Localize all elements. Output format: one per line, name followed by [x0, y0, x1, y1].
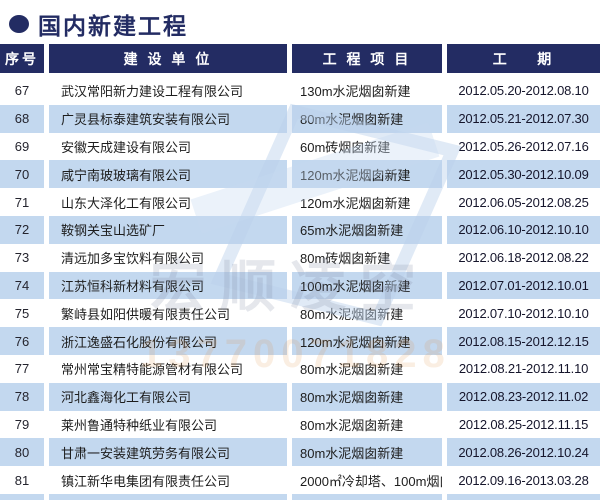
cell-period: 2012.08.21-2012.11.10	[458, 361, 589, 377]
cell-no: 76	[0, 327, 44, 355]
cell-period: 2012.06.18-2012.08.22	[458, 250, 589, 266]
table-row: 76 浙江逸盛石化股份有限公司 120m水泥烟囱新建 2012.08.15-2012.…	[0, 327, 600, 355]
cell-company: 山东大泽化工有限公司	[61, 195, 192, 211]
cell-no: 73	[14, 250, 30, 266]
cell-project: 120m水泥烟囱新建	[292, 160, 442, 189]
table-row: 69 安徽天成建设有限公司 60m砖烟囱新建 2012.05.26-2012.07.1…	[0, 133, 600, 161]
cell-no: 80	[0, 438, 44, 467]
cell-period: 2012.08.25-2012.11.15	[458, 416, 589, 432]
cell-period: 2012.08.15-2012.12.15	[447, 327, 600, 355]
cell-company	[49, 493, 287, 500]
page-title: 国内新建工程	[38, 13, 188, 39]
table-row: 79 莱州鲁通特种纸业有限公司 80m水泥烟囱新建 2012.08.25-2012.1…	[0, 411, 600, 439]
cell-period: 2012.08.26-2012.10.24	[447, 438, 600, 467]
cell-period: 2012.06.05-2012.08.25	[458, 194, 589, 210]
cell-no: 75	[14, 305, 30, 321]
table-row: 70 咸宁南玻玻璃有限公司 120m水泥烟囱新建 2012.05.30-2012.10…	[0, 160, 600, 189]
cell-no: 74	[0, 271, 44, 300]
cell-company: 莱州鲁通特种纸业有限公司	[61, 417, 218, 433]
cell-no: 69	[14, 138, 30, 154]
cell-project: 80m水泥烟囱新建	[300, 306, 404, 322]
cell-period: 2012.09.16-2013.03.28	[458, 472, 589, 488]
partial-next-row	[0, 493, 600, 500]
cell-no: 81	[14, 472, 30, 488]
header-col-company: 建 设 单 位	[49, 44, 287, 73]
cell-company: 河北鑫海化工有限公司	[49, 382, 287, 411]
cell-no: 78	[0, 382, 44, 411]
cell-project: 120m水泥烟囱新建	[292, 327, 442, 355]
cell-no	[0, 493, 44, 500]
cell-no: 72	[0, 215, 44, 244]
cell-company: 鞍钢关宝山选矿厂	[49, 215, 287, 244]
cell-period: 2012.05.21-2012.07.30	[447, 104, 600, 133]
cell-period: 2012.06.10-2012.10.10	[447, 215, 600, 244]
cell-no: 70	[0, 160, 44, 189]
cell-no: 77	[14, 361, 30, 377]
table-header-row: 序号 建 设 单 位 工 程 项 目 工 期	[0, 44, 600, 73]
cell-no: 68	[0, 104, 44, 133]
page-title-bar: 国内新建工程	[9, 7, 188, 41]
cell-project: 65m水泥烟囱新建	[292, 215, 442, 244]
cell-company: 浙江逸盛石化股份有限公司	[49, 327, 287, 355]
table-row: 73 清远加多宝饮料有限公司 80m砖烟囱新建 2012.06.18-2012.08.…	[0, 244, 600, 272]
header-col-number: 序号	[0, 44, 44, 73]
cell-company: 武汉常阳新力建设工程有限公司	[61, 84, 244, 100]
table-row: 71 山东大泽化工有限公司 120m水泥烟囱新建 2012.06.05-2012.08…	[0, 188, 600, 216]
projects-table: 序号 建 设 单 位 工 程 项 目 工 期 67 武汉常阳新力建设工程有限公司 1…	[0, 44, 600, 500]
table-body: 67 武汉常阳新力建设工程有限公司 130m水泥烟囱新建 2012.05.20-201…	[0, 77, 600, 494]
table-row: 74 江苏恒科新材料有限公司 100m水泥烟囱新建 2012.07.01-2012.1…	[0, 271, 600, 300]
cell-company: 广灵县标泰建筑安装有限公司	[49, 104, 287, 133]
cell-period: 2012.08.23-2012.11.02	[447, 382, 600, 411]
cell-project: 80m砖烟囱新建	[300, 251, 391, 267]
cell-project: 130m水泥烟囱新建	[300, 84, 411, 100]
table-row: 81 镇江新华电集团有限责任公司 2000㎡冷却塔、100m烟囱新建 2012.09.…	[0, 466, 600, 494]
cell-project: 80m水泥烟囱新建	[292, 438, 442, 467]
cell-company: 常州常宝精特能源管材有限公司	[61, 362, 244, 378]
cell-project: 2000㎡冷却塔、100m烟囱新建	[300, 473, 442, 489]
cell-company: 安徽天成建设有限公司	[61, 139, 192, 155]
header-col-period: 工 期	[447, 44, 600, 73]
cell-no: 71	[14, 194, 30, 210]
table-row: 78 河北鑫海化工有限公司 80m水泥烟囱新建 2012.08.23-2012.11.…	[0, 382, 600, 411]
cell-period: 2012.05.20-2012.08.10	[458, 83, 589, 99]
cell-company: 甘肃一安装建筑劳务有限公司	[49, 438, 287, 467]
cell-company: 江苏恒科新材料有限公司	[49, 271, 287, 300]
cell-period: 2012.07.10-2012.10.10	[458, 305, 589, 321]
cell-company: 镇江新华电集团有限责任公司	[61, 473, 231, 489]
cell-company: 咸宁南玻玻璃有限公司	[49, 160, 287, 189]
table-row: 68 广灵县标泰建筑安装有限公司 80m水泥烟囱新建 2012.05.21-2012.…	[0, 104, 600, 133]
cell-no: 67	[14, 83, 30, 99]
cell-period: 2012.05.26-2012.07.16	[458, 138, 589, 154]
header-col-project: 工 程 项 目	[292, 44, 442, 73]
cell-period	[447, 493, 600, 500]
cell-project: 80m水泥烟囱新建	[292, 382, 442, 411]
cell-company: 繁峙县如阳供暖有限责任公司	[61, 306, 231, 322]
table-row: 80 甘肃一安装建筑劳务有限公司 80m水泥烟囱新建 2012.08.26-2012.…	[0, 438, 600, 467]
cell-project: 60m砖烟囱新建	[300, 139, 391, 155]
cell-project: 80m水泥烟囱新建	[292, 104, 442, 133]
cell-no: 79	[14, 416, 30, 432]
table-row: 77 常州常宝精特能源管材有限公司 80m水泥烟囱新建 2012.08.21-2012…	[0, 355, 600, 383]
cell-project	[292, 493, 442, 500]
cell-project: 100m水泥烟囱新建	[292, 271, 442, 300]
table-row: 72 鞍钢关宝山选矿厂 65m水泥烟囱新建 2012.06.10-2012.10.10	[0, 215, 600, 244]
cell-project: 120m水泥烟囱新建	[300, 195, 411, 211]
cell-project: 80m水泥烟囱新建	[300, 417, 404, 433]
cell-company: 清远加多宝饮料有限公司	[61, 251, 205, 267]
cell-period: 2012.05.30-2012.10.09	[447, 160, 600, 189]
bullet-icon	[9, 15, 29, 33]
cell-project: 80m水泥烟囱新建	[300, 362, 404, 378]
table-row: 75 繁峙县如阳供暖有限责任公司 80m水泥烟囱新建 2012.07.10-2012.…	[0, 299, 600, 327]
cell-period: 2012.07.01-2012.10.01	[447, 271, 600, 300]
table-row: 67 武汉常阳新力建设工程有限公司 130m水泥烟囱新建 2012.05.20-201…	[0, 77, 600, 105]
